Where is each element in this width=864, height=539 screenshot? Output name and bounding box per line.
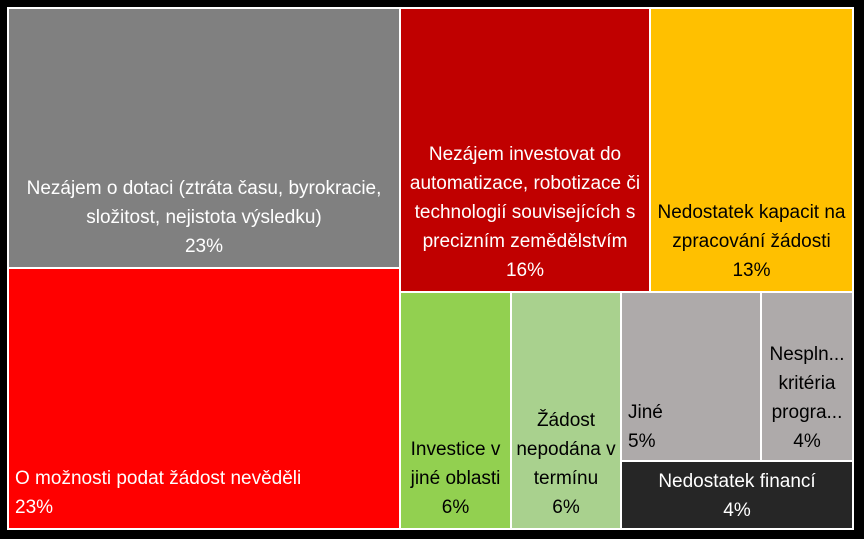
tile-label: Nedostatek kapacit na zpracování žádosti xyxy=(657,202,846,252)
tile-text: Nedostatek kapacit na zpracování žádosti… xyxy=(655,198,848,285)
tile-nedostatek-kapacit: Nedostatek kapacit na zpracování žádosti… xyxy=(649,7,854,293)
tile-investice-jine-oblasti: Investice v jiné oblasti 6% xyxy=(399,291,512,530)
tile-text: Nezájem o dotaci (ztráta času, byrokraci… xyxy=(13,174,395,261)
tile-label: Nespln... kritéria progra... xyxy=(769,344,845,423)
tile-nesplnena-kriteria: Nespln... kritéria progra... 4% xyxy=(760,291,854,462)
tile-label: Nedostatek financí xyxy=(658,471,816,492)
tile-label: Nezájem o dotaci (ztráta času, byrokraci… xyxy=(26,178,382,228)
tile-text: Investice v jiné oblasti 6% xyxy=(403,435,508,522)
tile-nezajem-investovat: Nezájem investovat do automatizace, robo… xyxy=(399,7,651,293)
tile-value: 6% xyxy=(552,497,580,518)
tile-value: 4% xyxy=(793,431,821,452)
tile-text: O možnosti podat žádost nevěděli 23% xyxy=(15,464,301,522)
tile-text: Nespln... kritéria progra... 4% xyxy=(764,340,850,456)
tile-nedostatek-financi: Nedostatek financí 4% xyxy=(620,460,854,530)
tile-value: 23% xyxy=(184,236,224,257)
tile-label: Nezájem investovat do automatizace, robo… xyxy=(409,144,641,252)
tile-label: Jiné xyxy=(628,402,663,423)
tile-value: 5% xyxy=(628,431,656,452)
tile-nevedeli: O možnosti podat žádost nevěděli 23% xyxy=(7,267,401,530)
tile-label: Žádost nepodána v termínu xyxy=(516,410,616,489)
tile-text: Nedostatek financí 4% xyxy=(658,467,815,525)
tile-text: Nezájem investovat do automatizace, robo… xyxy=(405,140,645,285)
tile-zadost-nepodana: Žádost nepodána v termínu 6% xyxy=(510,291,622,530)
tile-value: 4% xyxy=(723,500,751,521)
tile-value: 6% xyxy=(441,497,470,518)
tile-jine: Jiné 5% xyxy=(620,291,762,462)
tile-value: 13% xyxy=(732,260,771,281)
tile-value: 16% xyxy=(505,260,545,281)
tile-text: Jiné 5% xyxy=(628,398,663,456)
tile-value: 23% xyxy=(15,497,54,518)
tile-nezajem-o-dotaci: Nezájem o dotaci (ztráta času, byrokraci… xyxy=(7,7,401,269)
tile-label: O možnosti podat žádost nevěděli xyxy=(15,468,302,489)
tile-label: Investice v jiné oblasti xyxy=(410,439,501,489)
tile-text: Žádost nepodána v termínu 6% xyxy=(514,406,618,522)
